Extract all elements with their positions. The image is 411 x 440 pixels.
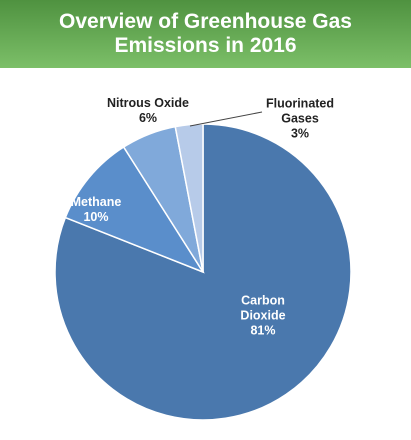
category-label: Fluorinated Gases bbox=[265, 96, 335, 126]
chart-title: Overview of Greenhouse Gas Emissions in … bbox=[59, 10, 352, 57]
slice-label: Methane 10% bbox=[61, 195, 131, 225]
category-label: Carbon Dioxide bbox=[240, 293, 286, 323]
leader-line bbox=[189, 111, 263, 127]
value-label: 10% bbox=[83, 210, 109, 224]
pie-slice bbox=[174, 123, 204, 273]
header: Overview of Greenhouse Gas Emissions in … bbox=[0, 0, 411, 68]
value-label: 6% bbox=[138, 111, 158, 125]
category-label: Nitrous Oxide bbox=[107, 96, 189, 110]
slice-label: Carbon Dioxide 81% bbox=[233, 294, 293, 339]
pie-slice bbox=[64, 146, 205, 274]
value-label: 81% bbox=[250, 323, 276, 338]
slice-label: Nitrous Oxide 6% bbox=[88, 96, 208, 126]
value-label: 3% bbox=[290, 126, 310, 141]
category-label: Methane bbox=[70, 195, 122, 209]
slice-label: Fluorinated Gases 3% bbox=[260, 97, 340, 142]
